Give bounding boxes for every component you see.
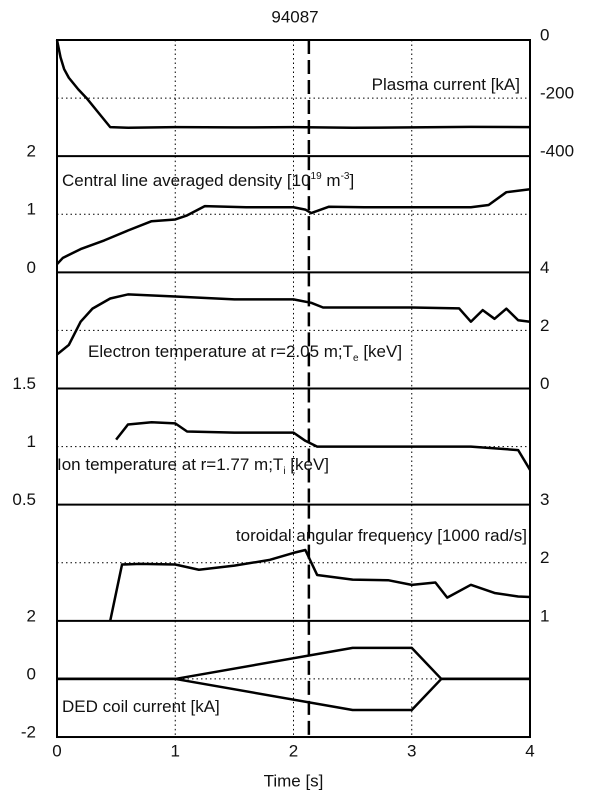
y-tick-label: 1 (540, 606, 549, 625)
y-tick-label: 0 (27, 664, 36, 683)
panel-label-part: Plasma current [kA] (372, 75, 520, 94)
panel-label-part: ] (349, 171, 354, 190)
y-tick-label: 0 (27, 258, 36, 277)
y-tick-label: -200 (540, 84, 574, 103)
y-tick-label: 1 (27, 432, 36, 451)
panel-label-part: Electron temperature at r=2.05 m;T (88, 342, 353, 361)
panel-label-part: Ion temperature at r=1.77 m;T (57, 455, 283, 474)
panel-label: Electron temperature at r=2.05 m;Te [keV… (88, 342, 402, 364)
y-tick-label: 2 (540, 548, 549, 567)
panel-label: DED coil current [kA] (62, 697, 220, 716)
x-tick-label: 3 (407, 742, 416, 761)
y-tick-label: -2 (21, 723, 36, 742)
y-tick-label: 1.5 (12, 374, 36, 393)
data-line (108, 548, 531, 622)
panel-label: Central line averaged density [1019 m-3] (62, 171, 354, 190)
x-axis-label: Time [s] (264, 772, 324, 791)
y-tick-label: 0.5 (12, 490, 36, 509)
y-tick-label: 1 (27, 200, 36, 219)
y-tick-label: 3 (540, 490, 549, 509)
y-tick-label: 2 (27, 606, 36, 625)
panel-label: Plasma current [kA] (372, 75, 520, 94)
data-line (56, 188, 531, 266)
y-tick-label: 2 (540, 316, 549, 335)
chart-title: 94087 (271, 7, 318, 26)
panel-label-part: DED coil current [kA] (62, 697, 220, 716)
panel-label-part: toroidal angular frequency [1000 rad/s] (236, 526, 527, 545)
panel-label-part: [keV] (359, 342, 402, 361)
y-tick-label: 0 (540, 25, 549, 44)
plot-frame (56, 39, 531, 739)
panel-label: toroidal angular frequency [1000 rad/s] (236, 526, 527, 545)
x-tick-label: 0 (52, 742, 61, 761)
panel-label-part: i (283, 466, 285, 477)
x-tick-label: 1 (171, 742, 180, 761)
panel-label-part: [keV] (286, 455, 329, 474)
x-tick-label: 4 (525, 742, 534, 761)
y-tick-label: 4 (540, 258, 549, 277)
data-line (115, 420, 532, 471)
y-tick-label: -400 (540, 142, 574, 161)
panel-label-part: e (353, 353, 359, 364)
panel-label-part: -3 (341, 171, 350, 182)
panel-label-part: Central line averaged density [10 (62, 171, 311, 190)
y-tick-label: 2 (27, 142, 36, 161)
data-line (55, 39, 531, 129)
y-tick-label: 0 (540, 374, 549, 393)
data-line (56, 293, 531, 356)
panel-label: Ion temperature at r=1.77 m;Ti [keV] (57, 455, 329, 477)
panel-label-part: m (322, 171, 341, 190)
x-tick-label: 2 (289, 742, 298, 761)
panel-label-part: 19 (311, 171, 323, 182)
data-line (57, 677, 530, 712)
